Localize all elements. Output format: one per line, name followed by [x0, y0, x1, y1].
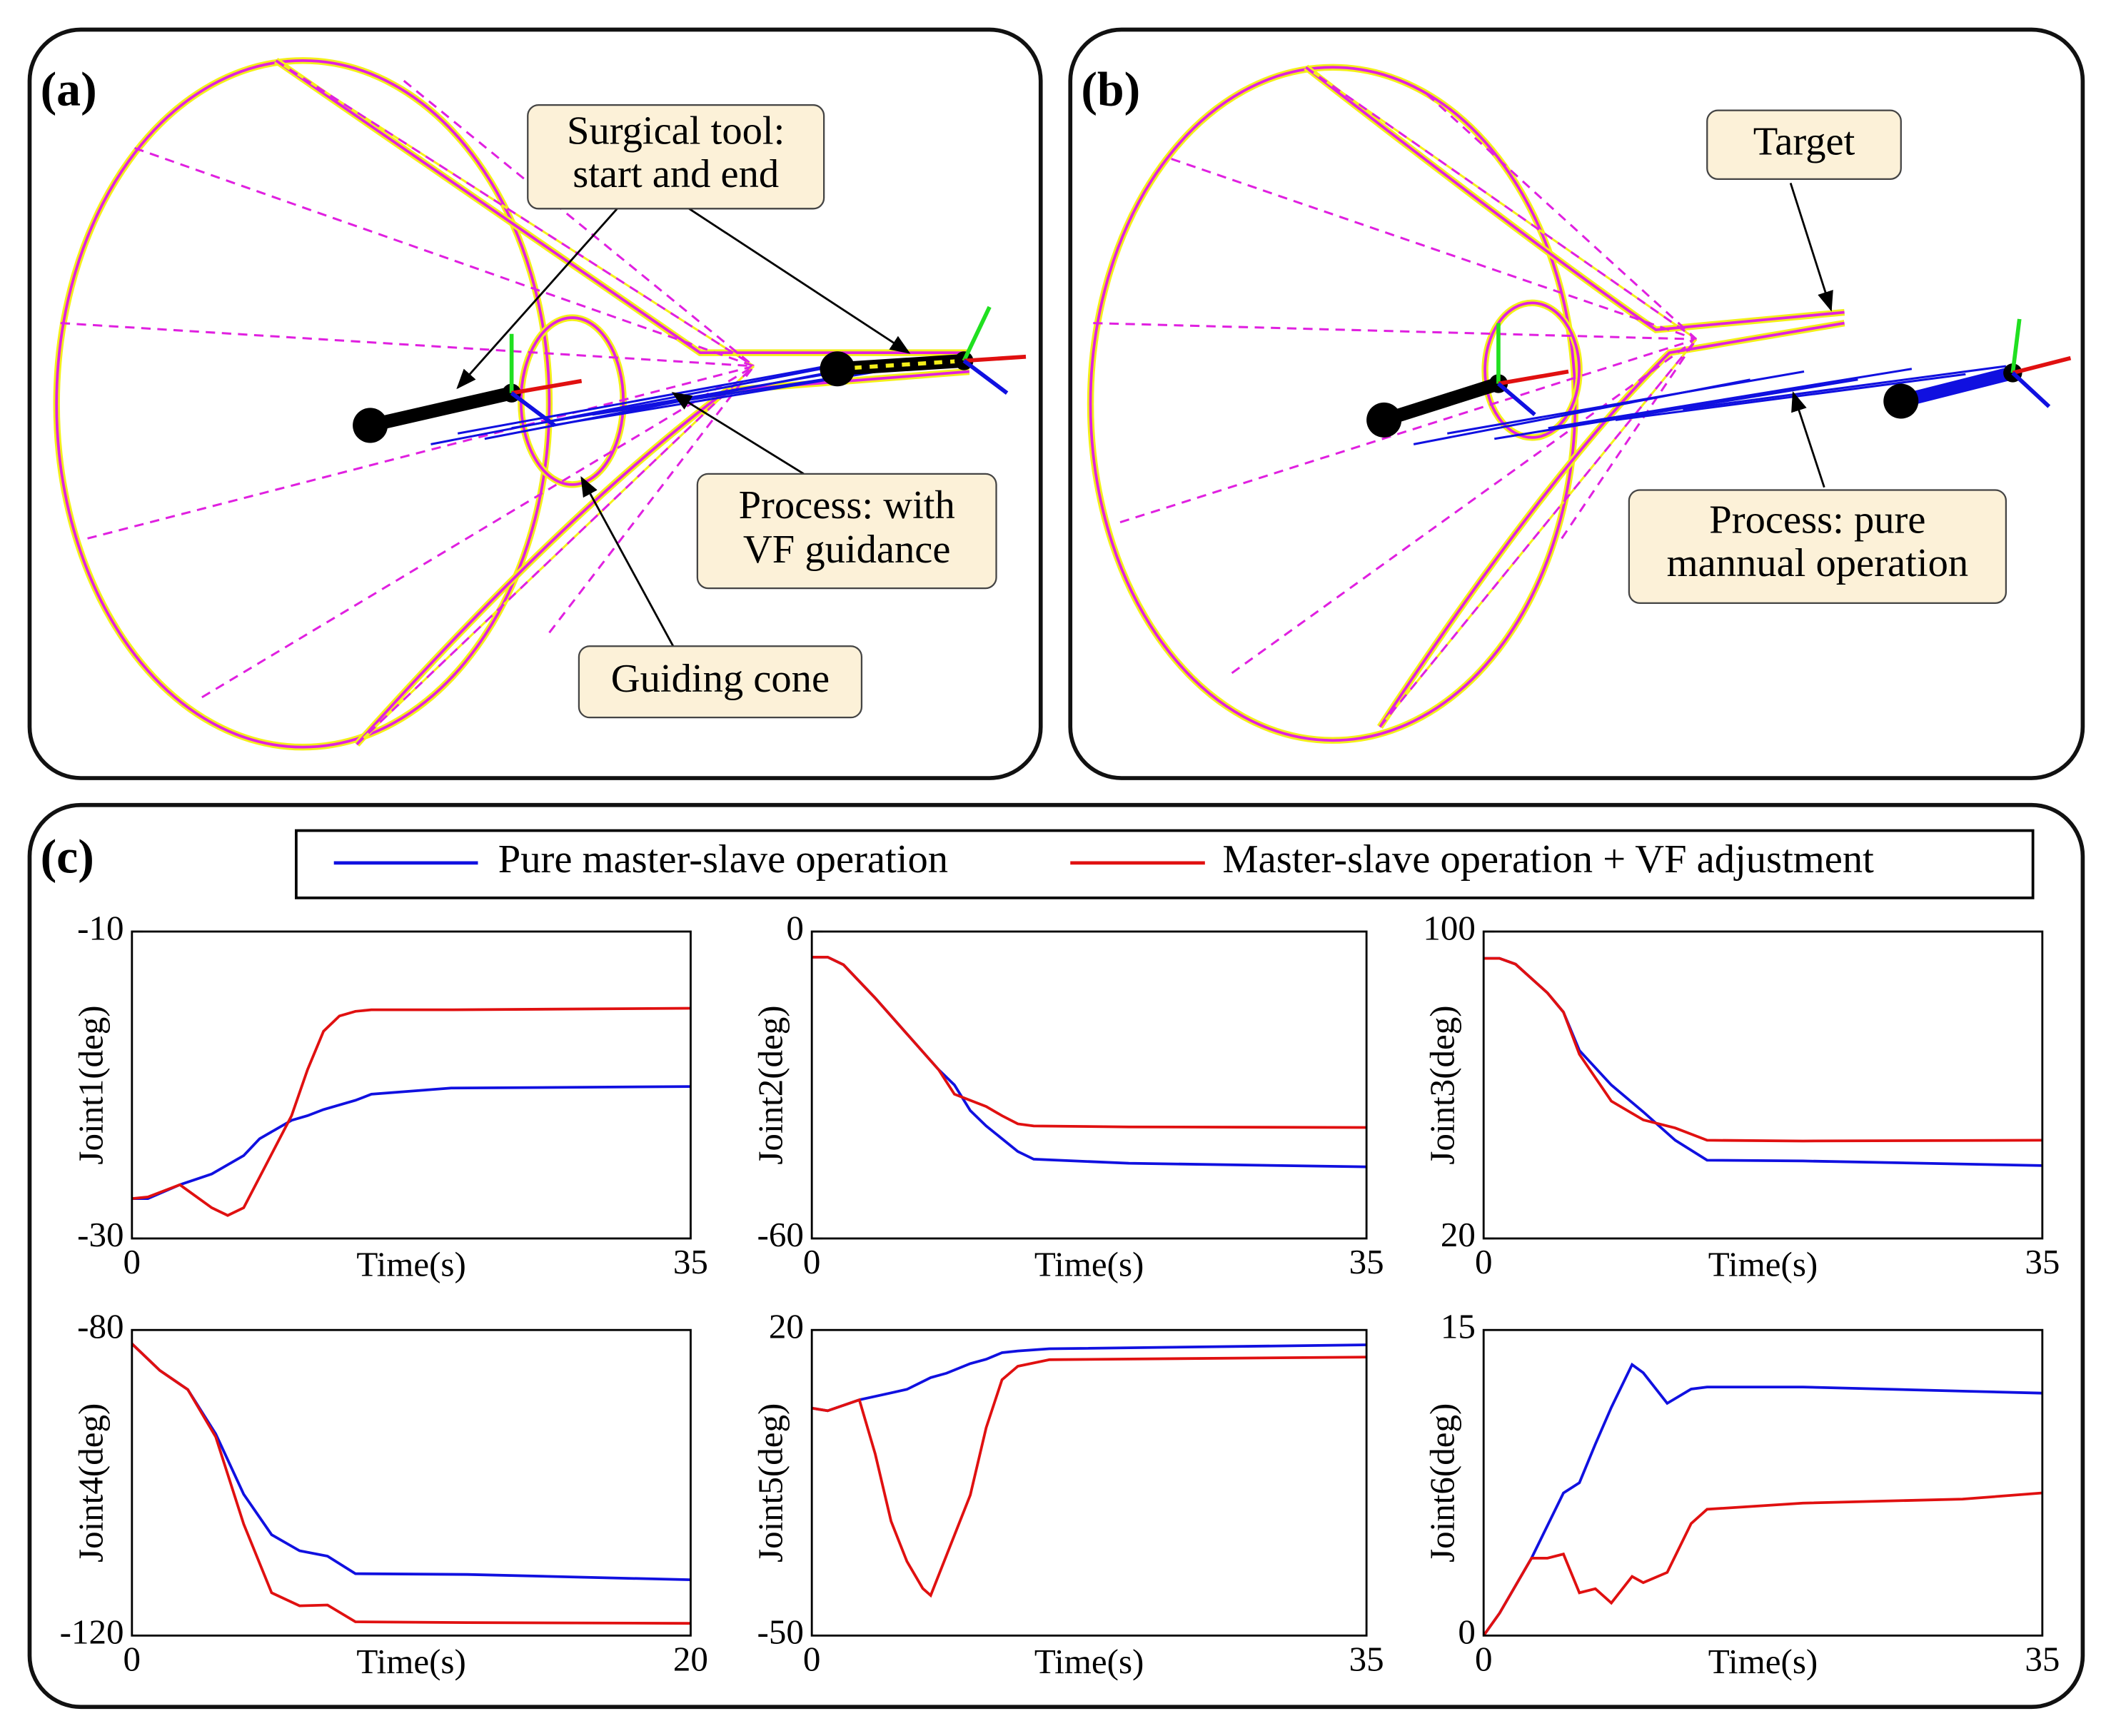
plot-frame — [131, 1328, 692, 1637]
y-tick-label: 20 — [769, 1306, 804, 1346]
panel-a-frame — [27, 27, 1043, 780]
y-axis-label: Joint5(deg) — [751, 1403, 790, 1563]
x-tick-label: 35 — [2025, 1242, 2060, 1281]
y-tick-label: -50 — [757, 1613, 804, 1652]
x-axis-label: Time(s) — [1034, 1245, 1144, 1284]
callout-text: Process: with — [739, 483, 955, 528]
legend-label: Master-slave operation + VF adjustment — [1222, 837, 1874, 882]
y-axis-label: Joint6(deg) — [1423, 1403, 1462, 1563]
y-tick-label: -30 — [77, 1215, 124, 1254]
panel-b-frame — [1068, 27, 2085, 780]
x-tick-label: 20 — [673, 1639, 708, 1678]
x-axis-label: Time(s) — [1034, 1642, 1144, 1681]
data-line — [131, 1085, 691, 1200]
data-line — [131, 1006, 691, 1217]
panel-label: (c) — [41, 830, 94, 884]
x-tick-label: 0 — [803, 1242, 821, 1281]
callout-text: VF guidance — [743, 528, 951, 572]
x-tick-label: 0 — [124, 1639, 141, 1678]
data-line — [811, 1356, 1367, 1598]
y-tick-label: -120 — [60, 1613, 124, 1652]
callout-text: Process: pure — [1709, 498, 1925, 542]
x-tick-label: 0 — [1475, 1242, 1493, 1281]
y-tick-label: 100 — [1423, 908, 1476, 947]
x-axis-label: Time(s) — [356, 1245, 465, 1284]
data-line — [131, 1343, 691, 1582]
cone-a — [53, 57, 1027, 751]
y-axis-label: Joint3(deg) — [1423, 1005, 1462, 1164]
y-tick-label: -80 — [77, 1306, 124, 1346]
x-tick-label: 35 — [673, 1242, 708, 1281]
callout-text: start and end — [573, 152, 779, 196]
x-axis-label: Time(s) — [1708, 1642, 1818, 1681]
x-tick-label: 35 — [1349, 1639, 1384, 1678]
callout-text: mannual operation — [1667, 541, 1969, 585]
data-line — [811, 1343, 1367, 1413]
panel-label: (a) — [41, 63, 97, 116]
y-tick-label: 20 — [1441, 1215, 1476, 1254]
arrows-b — [1789, 183, 1833, 488]
panel-label: (b) — [1081, 63, 1140, 116]
x-tick-label: 0 — [1475, 1639, 1493, 1678]
y-tick-label: 15 — [1441, 1306, 1476, 1346]
callouts-a: Surgical tool: start and end Process: wi… — [527, 104, 997, 719]
y-axis-label: Joint4(deg) — [71, 1403, 110, 1563]
x-axis-label: Time(s) — [1708, 1245, 1818, 1284]
y-tick-label: 0 — [786, 908, 804, 947]
y-tick-label: 0 — [1458, 1613, 1476, 1652]
y-tick-label: -10 — [77, 908, 124, 947]
plot-frame — [1482, 930, 2044, 1240]
cone-b — [1087, 64, 2072, 744]
data-line — [812, 955, 1367, 1169]
callout-text: Guiding cone — [611, 657, 830, 701]
x-tick-label: 35 — [2025, 1639, 2060, 1678]
callouts-b: Target Process: pure mannual operation — [1628, 109, 2007, 604]
x-tick-label: 35 — [1349, 1242, 1384, 1281]
data-line — [812, 955, 1367, 1129]
callout-text: Target — [1753, 120, 1855, 164]
data-line — [1483, 957, 2042, 1143]
y-axis-label: Joint1(deg) — [71, 1005, 110, 1164]
callout-text: Surgical tool: — [567, 109, 785, 153]
x-axis-label: Time(s) — [356, 1642, 465, 1681]
data-line — [1482, 1491, 2042, 1637]
x-tick-label: 0 — [124, 1242, 141, 1281]
plot-frame — [1482, 1328, 2044, 1637]
y-axis-label: Joint2(deg) — [751, 1005, 790, 1164]
plot-frame — [810, 1328, 1368, 1637]
y-tick-label: -60 — [757, 1215, 804, 1254]
panel-c-frame — [27, 802, 2085, 1710]
plot-frame — [131, 930, 692, 1240]
data-line — [1482, 1362, 2042, 1637]
data-line — [1483, 957, 2042, 1167]
arrows-a — [456, 190, 911, 647]
plot-frame — [810, 930, 1368, 1240]
legend-label: Pure master-slave operation — [498, 837, 948, 882]
data-line — [131, 1343, 691, 1625]
x-tick-label: 0 — [803, 1639, 821, 1678]
